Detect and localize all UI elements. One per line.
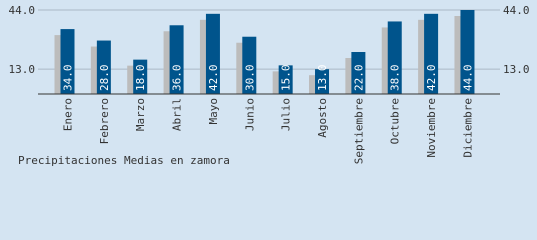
y-tick-label: 44.0 (9, 4, 36, 17)
value-label: 44.0 (461, 65, 474, 92)
value-label: 42.0 (425, 65, 438, 92)
x-tick-label: Noviembre (425, 98, 438, 158)
chart-title: Precipitaciones Medias en zamora (18, 154, 230, 167)
x-tick-label: Diciembre (461, 98, 474, 158)
value-label: 13.0 (316, 65, 329, 92)
bar (242, 36, 257, 94)
value-label: 28.0 (98, 65, 111, 92)
chart: Precipitaciones Medias en zamora 13.0 13.… (0, 0, 537, 174)
x-tick-label: Febrero (98, 98, 111, 144)
value-label: 15.0 (280, 65, 293, 92)
value-label: 34.0 (62, 65, 75, 92)
y-tick-label-right: 44.0 (503, 4, 530, 17)
value-label: 18.0 (134, 65, 147, 92)
y-tick-label: 13.0 (9, 63, 36, 76)
bar (278, 65, 293, 94)
x-tick-label: Julio (280, 98, 293, 131)
value-label: 30.0 (243, 65, 256, 92)
x-tick-label: Agosto (316, 98, 329, 138)
value-label: 36.0 (171, 65, 184, 92)
bar (460, 10, 475, 94)
bar (351, 52, 366, 94)
bar (96, 40, 111, 94)
bar (60, 29, 75, 94)
x-tick-label: Mayo (207, 98, 220, 125)
x-tick-label: Enero (62, 98, 75, 131)
y-tick-label-right: 13.0 (503, 63, 530, 76)
background (0, 0, 537, 174)
bar (169, 25, 184, 94)
x-tick-label: Junio (243, 98, 256, 131)
bar (133, 59, 148, 94)
value-label: 42.0 (207, 65, 220, 92)
x-tick-label: Marzo (134, 98, 147, 131)
bar (387, 21, 402, 95)
value-label: 22.0 (352, 65, 365, 92)
value-label: 38.0 (389, 65, 402, 92)
bar (315, 69, 330, 94)
x-tick-label: Abril (171, 98, 184, 131)
x-tick-label: Octubre (389, 98, 402, 144)
bar (424, 13, 439, 94)
bar (205, 13, 220, 94)
x-tick-label: Septiembre (352, 98, 365, 164)
